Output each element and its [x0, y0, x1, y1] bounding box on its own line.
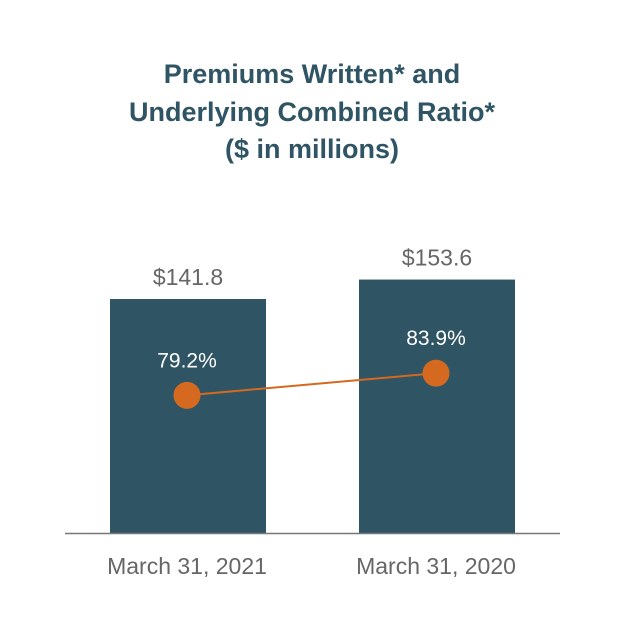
ratio-value-label: 79.2% [157, 349, 217, 372]
title-line-2: Underlying Combined Ratio* [128, 96, 496, 127]
title-line-1: Premiums Written* and [163, 59, 461, 89]
bar-value-label: $153.6 [402, 245, 472, 271]
chart-title: Premiums Written* and Underlying Combine… [0, 56, 624, 169]
bar [110, 299, 266, 533]
x-tick-label: March 31, 2021 [107, 553, 267, 579]
title-line-3: ($ in millions) [224, 134, 399, 164]
ratio-point [422, 359, 450, 387]
ratio-line [186, 372, 437, 397]
ratio-value-label: 83.9% [406, 327, 466, 350]
bar [359, 279, 515, 533]
ratio-point [173, 381, 201, 409]
x-tick-label: March 31, 2020 [356, 553, 516, 579]
bar-value-label: $141.8 [153, 264, 223, 290]
